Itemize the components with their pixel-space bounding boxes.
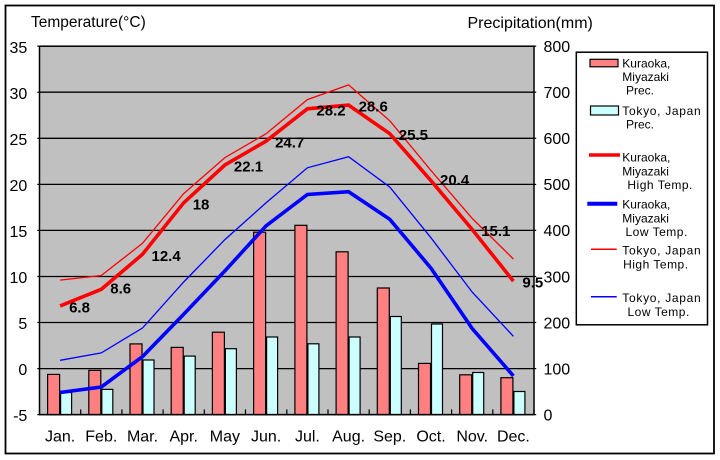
svg-text:700: 700 — [544, 85, 571, 102]
svg-text:Prec.: Prec. — [626, 84, 654, 98]
svg-text:Jan.: Jan. — [45, 429, 75, 446]
svg-text:Aug.: Aug. — [332, 429, 365, 446]
svg-text:15.1: 15.1 — [481, 223, 510, 240]
svg-text:Miyazaki: Miyazaki — [622, 70, 669, 84]
svg-text:22.1: 22.1 — [234, 159, 263, 176]
svg-text:20: 20 — [10, 178, 28, 195]
svg-text:0: 0 — [544, 407, 553, 424]
svg-text:300: 300 — [544, 269, 571, 286]
svg-text:Tokyo, Japan: Tokyo, Japan — [622, 104, 701, 118]
svg-text:Precipitation(mm): Precipitation(mm) — [468, 15, 593, 32]
svg-text:8.6: 8.6 — [110, 281, 131, 298]
svg-text:15: 15 — [10, 224, 28, 241]
svg-text:200: 200 — [544, 315, 571, 332]
svg-text:24.7: 24.7 — [275, 135, 304, 152]
svg-text:Dec.: Dec. — [497, 429, 530, 446]
svg-text:9.5: 9.5 — [522, 275, 543, 292]
svg-text:12.4: 12.4 — [152, 248, 182, 265]
svg-text:Tokyo, Japan: Tokyo, Japan — [622, 291, 701, 305]
svg-text:High Temp.: High Temp. — [623, 257, 688, 271]
svg-text:Temperature(°C): Temperature(°C) — [31, 14, 146, 31]
svg-text:Miyazaki: Miyazaki — [622, 211, 669, 225]
svg-text:28.6: 28.6 — [359, 99, 388, 116]
svg-text:25: 25 — [10, 132, 28, 149]
svg-text:35: 35 — [10, 40, 28, 57]
svg-text:Low Temp.: Low Temp. — [626, 225, 688, 239]
svg-text:Kuraoka,: Kuraoka, — [622, 57, 670, 71]
svg-text:Prec.: Prec. — [626, 118, 654, 132]
svg-text:May: May — [210, 429, 240, 446]
svg-text:28.2: 28.2 — [316, 102, 345, 119]
svg-text:5: 5 — [18, 316, 27, 333]
svg-text:High Temp.: High Temp. — [627, 178, 692, 192]
svg-text:Apr.: Apr. — [169, 429, 197, 446]
svg-text:30: 30 — [10, 86, 28, 103]
svg-text:Mar.: Mar. — [127, 429, 158, 446]
svg-text:20.4: 20.4 — [440, 172, 470, 189]
svg-text:18: 18 — [193, 196, 210, 213]
svg-text:-5: -5 — [13, 408, 27, 425]
svg-text:25.5: 25.5 — [399, 127, 428, 144]
svg-text:Oct.: Oct. — [416, 429, 445, 446]
svg-text:800: 800 — [544, 39, 571, 56]
svg-text:400: 400 — [544, 223, 571, 240]
svg-text:500: 500 — [544, 177, 571, 194]
svg-text:Miyazaki: Miyazaki — [622, 164, 669, 178]
svg-text:Nov.: Nov. — [456, 429, 488, 446]
svg-text:Sep.: Sep. — [373, 429, 406, 446]
svg-text:600: 600 — [544, 131, 571, 148]
svg-text:6.8: 6.8 — [69, 299, 90, 316]
svg-text:Kuraoka,: Kuraoka, — [622, 151, 670, 165]
svg-text:Tokyo, Japan: Tokyo, Japan — [622, 244, 701, 258]
svg-text:10: 10 — [10, 270, 28, 287]
svg-text:Feb.: Feb. — [85, 429, 117, 446]
svg-text:Jun.: Jun. — [251, 429, 281, 446]
svg-text:Jul.: Jul. — [295, 429, 320, 446]
svg-text:100: 100 — [544, 361, 571, 378]
svg-text:0: 0 — [18, 362, 27, 379]
svg-text:Kuraoka,: Kuraoka, — [622, 197, 670, 211]
svg-text:Low Temp.: Low Temp. — [628, 305, 690, 319]
